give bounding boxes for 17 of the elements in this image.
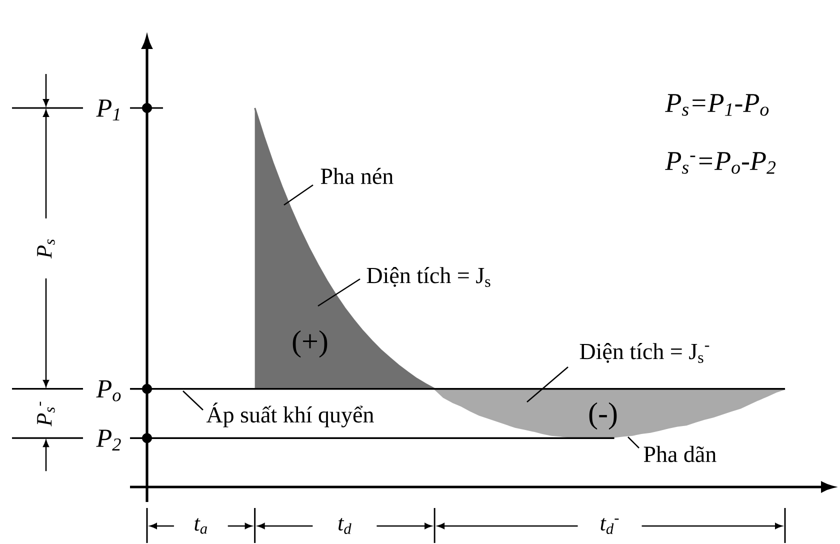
- annotation: (-): [589, 402, 617, 430]
- annotation: Diện tích = J$_{s}$-: [580, 343, 710, 363]
- text: t$_{d}$-: [600, 518, 619, 534]
- annotation: (+): [292, 330, 328, 358]
- text: P$_{s}$-: [37, 402, 55, 426]
- text: P$_{s}$: [37, 239, 55, 259]
- ref-line-label: P$_{o}$: [96, 380, 121, 402]
- annotation: Áp suất khí quyển: [206, 402, 374, 428]
- annotation: P$_{s}$$^{-}$=P$_{o}$-P$_{2}$: [665, 152, 776, 174]
- text: P$_{1}$: [96, 100, 120, 120]
- ref-line-label: P$_{2}$: [96, 430, 121, 450]
- annotation: Pha nén: [320, 168, 394, 184]
- text: t$_{d}$: [338, 518, 352, 534]
- annotation: Pha dãn: [644, 446, 716, 462]
- text: t$_{a}$: [194, 518, 207, 534]
- annotation: Diện tích = J$_{s}$: [366, 267, 490, 287]
- annotation: P$_{s}$=P$_{1}$-P$_{o}$: [665, 94, 769, 116]
